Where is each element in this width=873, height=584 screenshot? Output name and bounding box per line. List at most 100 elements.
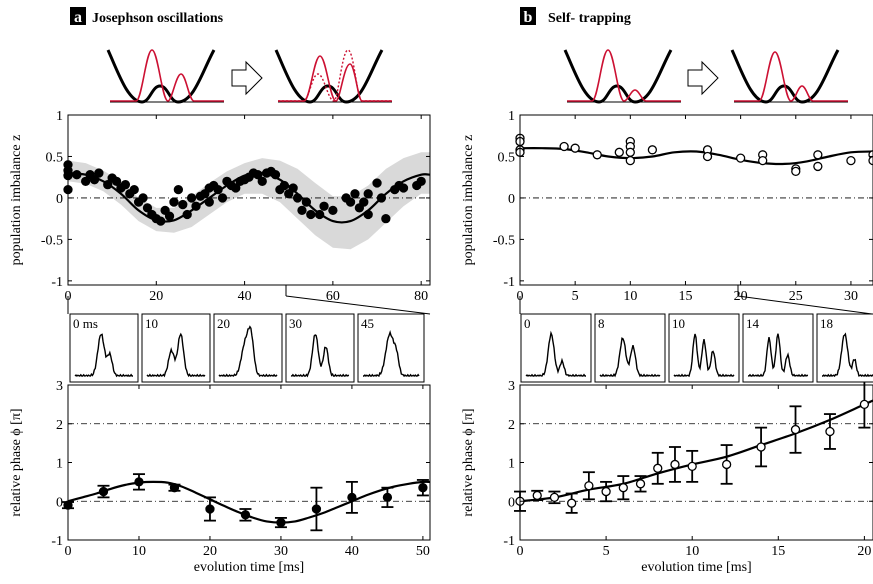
data-point <box>314 209 325 220</box>
data-point <box>347 492 357 503</box>
data-point <box>205 504 215 514</box>
data-point <box>164 211 175 221</box>
panel-a-title: Josephson oscillations <box>92 11 224 26</box>
y-axis-label: relative phase ϕ [π] <box>461 408 476 516</box>
panel-b-letter-box <box>520 7 536 25</box>
density-inset-frame <box>357 313 425 383</box>
data-point <box>138 193 148 203</box>
y-tick-label: -1 <box>51 534 63 549</box>
data-point <box>306 209 316 220</box>
density-inset-label: 0 ms <box>73 316 98 331</box>
x-tick-label: 10 <box>685 544 699 559</box>
y-tick-label: 0.5 <box>498 150 516 165</box>
x-axis-label: evolution time [ms] <box>194 560 304 575</box>
density-inset-frame <box>816 313 873 383</box>
y-tick-label: 3 <box>508 379 515 394</box>
density-profile-trace <box>363 330 420 378</box>
data-point <box>687 461 697 472</box>
data-point <box>120 180 131 190</box>
data-point <box>653 463 663 473</box>
density-profile-trace <box>599 337 661 378</box>
data-point <box>813 150 823 160</box>
x-tick-label: 40 <box>238 289 252 304</box>
data-point <box>859 399 870 410</box>
data-point <box>270 170 281 180</box>
data-point <box>584 481 594 491</box>
y-tick-label: 2 <box>508 418 515 433</box>
fit-curve <box>520 147 873 166</box>
y-tick-label: 0 <box>56 495 63 510</box>
x-tick-label: 0 <box>65 544 72 559</box>
density-profile-trace <box>822 332 873 378</box>
data-point <box>635 479 646 489</box>
data-point <box>868 155 873 166</box>
data-point <box>382 492 393 503</box>
x-tick-label: 5 <box>603 544 610 559</box>
data-point <box>186 193 197 203</box>
schematic-b-before <box>563 49 681 104</box>
x-tick-label: 50 <box>416 544 430 559</box>
schematic-a-after <box>274 49 392 104</box>
density-profile-trace <box>290 334 350 378</box>
data-point <box>231 183 241 193</box>
density-inset-frame <box>520 313 592 383</box>
data-point <box>297 205 307 216</box>
data-point <box>363 189 373 199</box>
data-point <box>376 193 387 203</box>
y-tick-label: -1 <box>51 275 63 290</box>
data-point <box>213 184 223 195</box>
confidence-band <box>68 152 430 250</box>
data-point <box>328 205 338 216</box>
data-point <box>363 209 373 220</box>
density-inset-label: 18 <box>820 316 833 331</box>
data-point <box>345 197 356 207</box>
x-tick-label: 30 <box>274 544 288 559</box>
data-point <box>288 183 298 193</box>
data-point <box>257 176 267 186</box>
x-tick-label: 20 <box>203 544 217 559</box>
density-inset-label: 0 <box>524 316 531 331</box>
density-inset-label: 45 <box>361 316 374 331</box>
data-point <box>418 483 428 493</box>
data-point <box>791 166 801 177</box>
density-inset-label: 10 <box>145 316 158 331</box>
data-point <box>142 203 153 213</box>
density-inset-label: 14 <box>746 316 760 331</box>
arrow-icon-b <box>687 60 719 96</box>
density-inset-frame <box>141 313 211 383</box>
density-profile-trace <box>525 330 586 377</box>
data-point <box>846 155 856 166</box>
data-point <box>721 459 732 470</box>
zoom-lines-b <box>519 285 873 315</box>
schematic-a-before <box>106 49 224 104</box>
fit-curve <box>520 399 873 503</box>
zoom-lines-a <box>67 285 431 315</box>
data-point <box>735 153 746 163</box>
data-point <box>253 170 263 180</box>
density-inset-frame <box>594 313 666 383</box>
data-point <box>625 147 635 157</box>
data-point <box>670 459 680 470</box>
data-point <box>359 197 369 207</box>
y-tick-label: 3 <box>56 379 63 394</box>
y-tick-label: 1 <box>508 457 515 472</box>
data-point <box>416 176 426 186</box>
data-point <box>625 155 635 166</box>
data-point <box>592 150 602 160</box>
y-tick-label: 1 <box>56 457 63 472</box>
data-point <box>191 201 201 211</box>
data-point <box>94 168 104 178</box>
data-point <box>756 442 766 452</box>
y-tick-label: 0 <box>508 495 515 510</box>
data-point <box>98 486 109 497</box>
data-point <box>156 216 166 226</box>
data-point <box>129 184 139 195</box>
data-point <box>381 214 391 224</box>
x-tick-label: 15 <box>771 544 785 559</box>
panel-a-letter-box <box>70 7 86 25</box>
data-point <box>301 197 312 207</box>
data-point <box>169 197 179 207</box>
